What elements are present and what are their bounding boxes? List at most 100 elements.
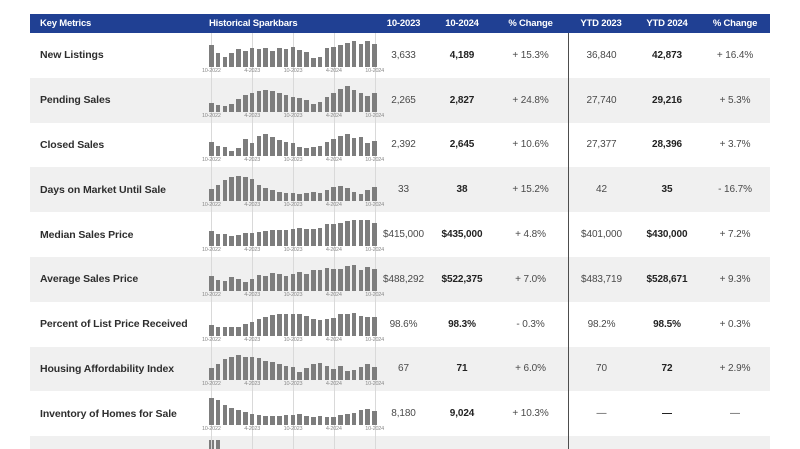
spark-axis-label: 10-2022 xyxy=(201,67,221,74)
spark-bar xyxy=(317,145,323,157)
table-row: Days on Market Until Sale 10-2022 4-2023 1… xyxy=(30,167,770,213)
spark-axis-label: 10-2023 xyxy=(283,291,303,298)
table-header-row: Key Metrics Historical Sparkbars 10-2023… xyxy=(30,14,770,33)
spark-bar xyxy=(331,369,337,381)
spark-bar xyxy=(270,189,275,202)
value-current-month: 2,645 xyxy=(449,139,475,151)
spark-bar xyxy=(242,232,248,246)
spark-bar xyxy=(236,410,241,426)
spark-bar xyxy=(229,52,235,67)
spark-bar xyxy=(338,414,343,426)
value-ytd-change: - 16.7% xyxy=(718,184,752,196)
spark-bar xyxy=(242,95,248,112)
spark-bar xyxy=(215,52,221,67)
spark-axis-label: 10-2024 xyxy=(365,381,385,388)
spark-bar xyxy=(290,193,296,202)
spark-bar xyxy=(242,412,248,426)
spark-bar xyxy=(324,318,330,336)
spark-bar xyxy=(209,189,214,202)
value-current-month: $522,375 xyxy=(441,273,483,285)
spark-bar xyxy=(283,141,289,157)
column-header-month-change: % Change xyxy=(508,18,553,29)
value-ytd-change: + 2.9% xyxy=(719,363,751,375)
spark-bar xyxy=(317,269,323,291)
spark-bar xyxy=(236,279,241,291)
spark-gridline xyxy=(252,391,254,437)
spark-bar xyxy=(256,136,262,157)
value-ytd-prior: — xyxy=(568,391,634,437)
spark-bar xyxy=(351,370,357,381)
spark-bar xyxy=(263,90,269,112)
spark-bar xyxy=(283,366,289,381)
value-ytd-prior: $483,719 xyxy=(568,256,634,302)
spark-bar xyxy=(372,411,377,426)
spark-bar xyxy=(310,363,316,381)
spark-bar xyxy=(276,191,282,202)
spark-bar xyxy=(310,229,316,246)
spark-bar xyxy=(209,368,214,381)
spark-bar xyxy=(365,95,371,112)
value-ytd-prior: 36,840 xyxy=(568,33,634,78)
column-header-ytd-prior: YTD 2023 xyxy=(580,18,622,29)
spark-bar xyxy=(365,363,371,381)
spark-bar xyxy=(372,366,377,381)
spark-axis-label: 10-2022 xyxy=(201,157,221,164)
spark-bar xyxy=(304,51,309,67)
value-prior-month: 33 xyxy=(398,184,409,196)
spark-axis-label: 10-2024 xyxy=(365,336,385,343)
spark-bar xyxy=(236,326,241,336)
spark-axis-label: 10-2024 xyxy=(365,246,385,253)
spark-bar xyxy=(317,319,323,336)
spark-bar xyxy=(222,234,228,246)
metric-name: Median Sales Price xyxy=(40,228,134,241)
spark-axis-label: 10-2023 xyxy=(283,426,303,433)
spark-axis-label: 4-2023 xyxy=(244,336,261,343)
spark-bar xyxy=(256,358,262,381)
sparkbar-chart-partial xyxy=(206,436,376,449)
value-ytd-prior: 27,740 xyxy=(568,77,634,123)
spark-bar xyxy=(324,96,330,112)
spark-bar xyxy=(283,193,289,202)
spark-bar xyxy=(358,92,364,112)
value-month-change: + 10.6% xyxy=(512,139,549,151)
spark-bars xyxy=(209,40,377,67)
column-header-prior-month: 10-2023 xyxy=(386,18,421,29)
spark-gridline xyxy=(211,436,213,449)
spark-axis-labels: 10-2022 4-2023 10-2023 4-2024 10-2024 xyxy=(202,202,384,209)
spark-bar xyxy=(249,143,255,157)
value-prior-month: 3,633 xyxy=(391,49,416,61)
spark-axis-labels: 10-2022 4-2023 10-2023 4-2024 10-2024 xyxy=(202,68,384,75)
value-ytd-change: + 5.3% xyxy=(719,94,751,106)
spark-bar xyxy=(297,272,303,291)
spark-bar xyxy=(242,50,248,67)
spark-bars xyxy=(209,219,377,246)
spark-bar xyxy=(331,187,337,202)
spark-axis-label: 4-2023 xyxy=(244,381,261,388)
spark-bar xyxy=(351,89,357,112)
column-header-sparkbars: Historical Sparkbars xyxy=(209,18,298,29)
spark-gridline xyxy=(293,436,294,449)
spark-axis-label: 10-2023 xyxy=(283,112,303,119)
spark-bar xyxy=(317,416,323,426)
spark-bar xyxy=(338,314,343,336)
spark-bar xyxy=(338,185,343,202)
value-ytd-prior: 70 xyxy=(568,346,634,392)
spark-gridline xyxy=(252,436,254,449)
value-ytd-prior: 42 xyxy=(568,167,634,213)
value-prior-month: 8,180 xyxy=(391,408,416,420)
spark-bar xyxy=(290,46,296,67)
spark-bar xyxy=(297,49,303,67)
spark-bar xyxy=(290,96,296,112)
spark-axis-label: 10-2022 xyxy=(201,202,221,209)
table-row: New Listings 10-2022 4-2023 10-2023 4-2024 1… xyxy=(30,33,770,78)
spark-bar xyxy=(222,105,228,112)
metric-name: New Listings xyxy=(40,49,104,62)
spark-bar xyxy=(297,314,303,336)
spark-bar xyxy=(331,224,337,246)
spark-bar xyxy=(310,270,316,291)
spark-axis-label: 10-2022 xyxy=(201,381,221,388)
value-ytd-current: 35 xyxy=(661,184,673,196)
sparkbar-chart: 10-2022 4-2023 10-2023 4-2024 10-2024 xyxy=(202,301,384,347)
spark-bar xyxy=(372,187,377,202)
column-header-key-metrics: Key Metrics xyxy=(40,18,92,29)
